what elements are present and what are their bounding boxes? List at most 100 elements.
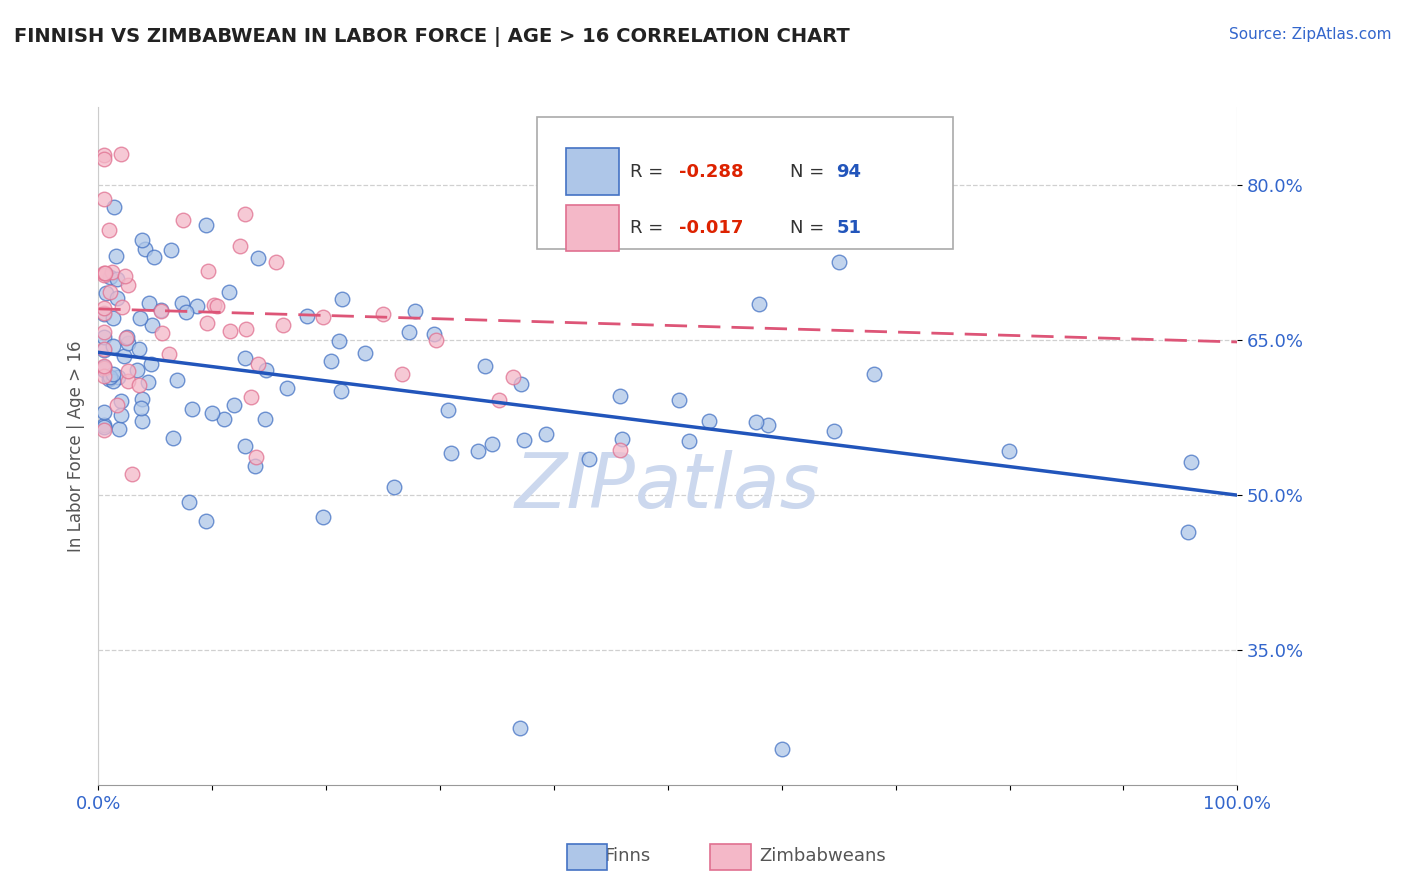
Point (121, 467, 143, 481)
Point (93, 330, 115, 344)
Point (93, 420, 115, 434)
Point (112, 350, 135, 364)
Point (93, 152, 115, 166)
Point (233, 351, 256, 366)
Point (93, 368, 115, 383)
Point (162, 432, 184, 446)
Point (117, 330, 139, 344)
Point (93, 148, 115, 162)
Point (828, 255, 851, 269)
Point (159, 243, 181, 257)
Point (93, 301, 115, 316)
Point (330, 384, 353, 398)
Point (513, 433, 536, 447)
Point (107, 369, 129, 384)
Point (139, 357, 162, 371)
Point (129, 401, 152, 415)
Point (509, 377, 531, 392)
Point (391, 368, 413, 382)
Point (93, 423, 115, 437)
Point (295, 309, 318, 323)
Point (105, 398, 128, 412)
Point (110, 146, 132, 161)
Point (110, 394, 132, 409)
Point (194, 514, 217, 528)
Point (93, 266, 115, 280)
Point (218, 324, 240, 338)
Point (440, 446, 463, 460)
Point (100, 285, 122, 299)
Point (235, 322, 257, 336)
Point (125, 363, 148, 377)
Point (94, 285, 117, 300)
Point (149, 303, 172, 318)
Point (93, 306, 115, 320)
Point (114, 268, 136, 283)
Point (179, 495, 201, 509)
Point (105, 249, 128, 263)
Point (195, 316, 218, 330)
Point (98, 269, 121, 284)
Point (150, 326, 173, 341)
Point (103, 200, 125, 214)
Point (610, 432, 633, 446)
Point (111, 300, 134, 314)
Point (823, 424, 845, 438)
Point (467, 443, 489, 458)
Text: Source: ZipAtlas.com: Source: ZipAtlas.com (1229, 27, 1392, 42)
Point (166, 373, 188, 387)
Point (101, 368, 124, 382)
Point (245, 450, 267, 464)
Point (128, 378, 150, 392)
Point (93, 405, 115, 419)
Point (197, 264, 219, 278)
Point (998, 444, 1021, 458)
Point (212, 412, 235, 426)
Point (354, 346, 377, 360)
Text: 51: 51 (837, 219, 862, 237)
Point (678, 434, 700, 449)
Point (93, 325, 115, 339)
Point (101, 311, 124, 326)
Text: 94: 94 (837, 162, 862, 181)
Point (93, 192, 115, 206)
Point (93, 268, 115, 283)
Point (330, 292, 353, 306)
Point (745, 415, 768, 429)
Point (321, 354, 343, 368)
Point (93, 360, 115, 375)
Point (756, 418, 779, 433)
Point (105, 291, 128, 305)
Point (117, 374, 139, 388)
Point (422, 326, 444, 341)
Text: N =: N = (790, 219, 830, 237)
Point (149, 303, 172, 318)
Point (609, 389, 631, 403)
Point (488, 393, 510, 408)
Point (93, 359, 115, 373)
Point (233, 439, 256, 453)
Point (172, 212, 194, 227)
Text: FINNISH VS ZIMBABWEAN IN LABOR FORCE | AGE > 16 CORRELATION CHART: FINNISH VS ZIMBABWEAN IN LABOR FORCE | A… (14, 27, 849, 46)
Point (98, 370, 121, 384)
Point (110, 408, 132, 422)
Point (770, 741, 793, 756)
Point (94, 266, 117, 280)
FancyBboxPatch shape (567, 204, 619, 252)
Point (186, 300, 208, 314)
Point (131, 234, 153, 248)
Point (181, 402, 204, 417)
Point (222, 398, 245, 412)
Point (93, 343, 115, 358)
FancyBboxPatch shape (567, 148, 619, 195)
Point (103, 374, 125, 388)
Point (97, 223, 120, 237)
Text: Finns: Finns (605, 847, 651, 865)
Point (502, 369, 524, 384)
Point (117, 364, 139, 378)
Point (129, 311, 152, 326)
Point (276, 381, 298, 395)
Text: -0.288: -0.288 (679, 162, 744, 181)
Point (240, 390, 263, 404)
Text: N =: N = (790, 162, 830, 181)
